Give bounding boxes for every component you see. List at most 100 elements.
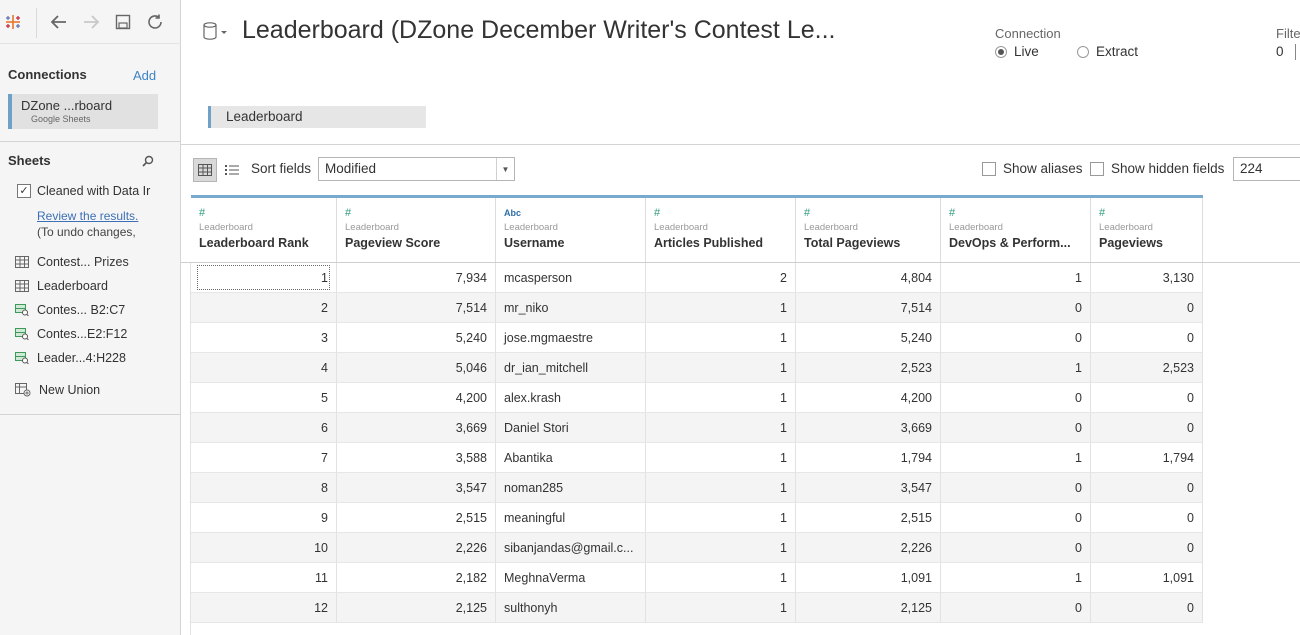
table-cell[interactable]: 0	[941, 383, 1091, 413]
table-cell[interactable]: MeghnaVerma	[496, 563, 646, 593]
table-cell[interactable]: 0	[941, 293, 1091, 323]
number-type-icon[interactable]: #	[654, 207, 661, 219]
number-type-icon[interactable]: #	[199, 207, 206, 219]
new-union-item[interactable]: New Union	[15, 383, 100, 397]
table-cell[interactable]: 0	[1091, 473, 1203, 503]
table-cell[interactable]: mr_niko	[496, 293, 646, 323]
table-cell[interactable]: 1	[646, 533, 796, 563]
column-name[interactable]: Articles Published	[654, 236, 764, 250]
table-cell[interactable]: 1,091	[796, 563, 941, 593]
connection-extract-option[interactable]: Extract	[1077, 44, 1138, 59]
table-cell[interactable]: Abantika	[496, 443, 646, 473]
add-connection-link[interactable]: Add	[133, 68, 157, 83]
table-cell[interactable]: 7,934	[337, 263, 496, 293]
save-icon[interactable]	[112, 11, 134, 33]
column-header[interactable]: # Leaderboard DevOps & Perform...	[941, 198, 1091, 263]
table-cell[interactable]: 8	[191, 473, 337, 503]
table-cell[interactable]: dr_ian_mitchell	[496, 353, 646, 383]
number-type-icon[interactable]: #	[1099, 207, 1106, 219]
number-type-icon[interactable]: #	[804, 207, 811, 219]
column-header[interactable]: # Leaderboard Articles Published	[646, 198, 796, 263]
table-cell[interactable]: 3,669	[337, 413, 496, 443]
sheet-item[interactable]: Leader...4:H228	[15, 351, 126, 365]
table-cell[interactable]: 0	[941, 593, 1091, 623]
table-cell[interactable]: 0	[1091, 503, 1203, 533]
table-cell[interactable]: 0	[1091, 293, 1203, 323]
column-header[interactable]: # Leaderboard Total Pageviews	[796, 198, 941, 263]
table-cell[interactable]: 0	[941, 503, 1091, 533]
table-cell[interactable]: 5	[191, 383, 337, 413]
table-cell[interactable]: 1	[646, 413, 796, 443]
table-cell[interactable]: 3,547	[337, 473, 496, 503]
column-header[interactable]: # Leaderboard Pageviews	[1091, 198, 1203, 263]
table-cell[interactable]: 2	[646, 263, 796, 293]
table-cell[interactable]: 3,547	[796, 473, 941, 503]
table-cell[interactable]: 3,588	[337, 443, 496, 473]
column-name[interactable]: Username	[504, 236, 565, 250]
table-cell[interactable]: 7,514	[337, 293, 496, 323]
list-view-button[interactable]	[220, 158, 244, 182]
table-cell[interactable]: 0	[1091, 383, 1203, 413]
refresh-icon[interactable]	[144, 11, 166, 33]
table-cell[interactable]: 0	[941, 473, 1091, 503]
table-cell[interactable]: 10	[191, 533, 337, 563]
table-cell[interactable]: 1,794	[1091, 443, 1203, 473]
table-cell[interactable]: 4,200	[337, 383, 496, 413]
table-cell[interactable]: 2,125	[337, 593, 496, 623]
table-cell[interactable]: 2,182	[337, 563, 496, 593]
number-type-icon[interactable]: #	[949, 207, 956, 219]
sheet-item[interactable]: Contest... Prizes	[15, 255, 129, 269]
table-cell[interactable]: 5,240	[337, 323, 496, 353]
table-cell[interactable]: 2,523	[796, 353, 941, 383]
sort-fields-select[interactable]: Modified ▼	[318, 157, 515, 181]
table-cell[interactable]: 4,804	[796, 263, 941, 293]
show-hidden-checkbox[interactable]	[1090, 161, 1104, 176]
table-cell[interactable]: 0	[941, 533, 1091, 563]
table-cell[interactable]: 0	[1091, 533, 1203, 563]
sheet-item[interactable]: Contes... B2:C7	[15, 303, 125, 317]
table-cell[interactable]: alex.krash	[496, 383, 646, 413]
table-cell[interactable]: 9	[191, 503, 337, 533]
table-cell[interactable]: 1	[646, 563, 796, 593]
back-arrow-icon[interactable]	[48, 11, 70, 33]
table-cell[interactable]: 2,125	[796, 593, 941, 623]
data-interpreter-checkbox[interactable]: ✓	[17, 184, 31, 198]
column-header[interactable]: Abc Leaderboard Username	[496, 198, 646, 263]
table-cell[interactable]: 1	[646, 293, 796, 323]
table-cell[interactable]: 0	[1091, 323, 1203, 353]
table-cell[interactable]: 0	[941, 323, 1091, 353]
column-name[interactable]: Pageview Score	[345, 236, 441, 250]
filters-count[interactable]: 0	[1276, 44, 1284, 59]
table-cell[interactable]: 1	[941, 263, 1091, 293]
table-cell[interactable]: noman285	[496, 473, 646, 503]
table-cell[interactable]: 7	[191, 443, 337, 473]
table-cell[interactable]: 4,200	[796, 383, 941, 413]
column-name[interactable]: Leaderboard Rank	[199, 236, 309, 250]
data-source-icon[interactable]	[202, 22, 230, 45]
table-cell[interactable]: 11	[191, 563, 337, 593]
table-cell[interactable]: 1	[646, 323, 796, 353]
table-cell[interactable]: 1	[941, 353, 1091, 383]
column-header[interactable]: # Leaderboard Leaderboard Rank	[191, 198, 337, 263]
extract-radio[interactable]	[1077, 45, 1089, 58]
table-cell[interactable]: 5,046	[337, 353, 496, 383]
table-cell[interactable]: 0	[941, 413, 1091, 443]
show-hidden-fields-option[interactable]: Show hidden fields	[1090, 161, 1224, 176]
column-name[interactable]: DevOps & Perform...	[949, 236, 1071, 250]
rows-count-input[interactable]: 224	[1233, 157, 1300, 181]
table-cell[interactable]: mcasperson	[496, 263, 646, 293]
column-name[interactable]: Total Pageviews	[804, 236, 901, 250]
table-cell[interactable]: 2,523	[1091, 353, 1203, 383]
connection-live-option[interactable]: Live	[995, 44, 1039, 59]
table-cell[interactable]: 3,130	[1091, 263, 1203, 293]
search-icon[interactable]	[141, 154, 155, 168]
table-cell[interactable]: 7,514	[796, 293, 941, 323]
table-cell[interactable]: 5,240	[796, 323, 941, 353]
review-results-link[interactable]: Review the results.	[37, 209, 139, 223]
table-cell[interactable]: 2,515	[337, 503, 496, 533]
table-cell[interactable]: sulthonyh	[496, 593, 646, 623]
table-cell[interactable]: meaningful	[496, 503, 646, 533]
table-cell[interactable]: 12	[191, 593, 337, 623]
table-cell[interactable]: 1,794	[796, 443, 941, 473]
string-type-icon[interactable]: Abc	[504, 208, 522, 218]
